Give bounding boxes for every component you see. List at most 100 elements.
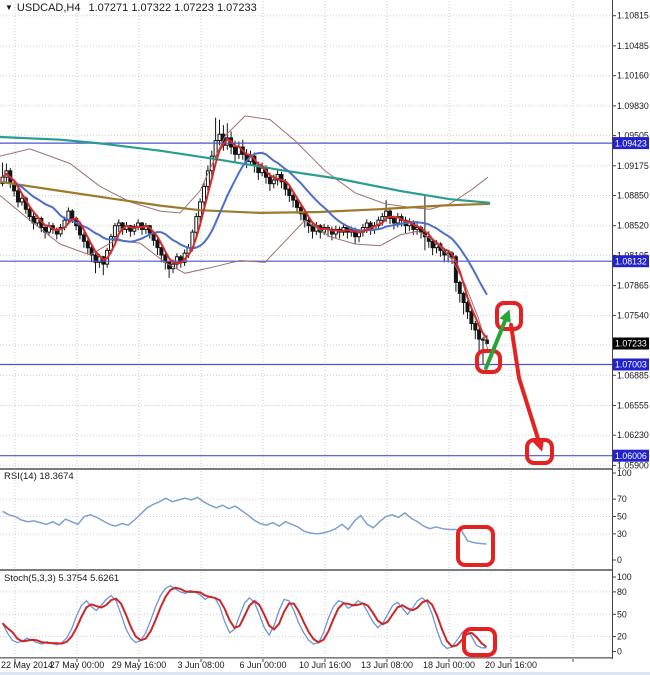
price-tag-label: 1.07003 — [615, 360, 647, 370]
candle-body — [116, 222, 121, 227]
rsi-oversold-box[interactable] — [456, 525, 495, 567]
candle-body — [457, 281, 462, 294]
stoch-oversold-box[interactable] — [462, 627, 497, 657]
candle-body — [233, 146, 237, 155]
stoch-value: 5.3754 5.6261 — [58, 573, 120, 584]
candle-body — [364, 222, 369, 229]
price-axis: 1.10815 1.10485 1.10160 1.09830 1.09505 1.091… — [612, 11, 649, 657]
candle-body — [58, 227, 63, 235]
chart-title: ▼ USDCAD,H4 1.07271 1.07322 1.07223 1.0723… — [5, 2, 257, 14]
stoch-axis-label: 0 — [617, 647, 622, 657]
candle-body — [295, 199, 299, 208]
time-axis-label: 20 Jun 16:00 — [485, 660, 537, 670]
main-panel-border — [0, 468, 613, 470]
price-axis-label: 1.07540 — [617, 310, 649, 320]
price-tag-label: 1.07233 — [615, 339, 647, 349]
slow-ma-line — [0, 135, 491, 204]
candle-body — [89, 247, 94, 256]
price-tag-label: 1.08132 — [615, 256, 647, 266]
stoch-panel-border — [0, 657, 613, 659]
window-bottom-edge — [0, 672, 650, 675]
candle-body — [271, 179, 276, 185]
candle-body — [434, 243, 439, 249]
candle-body — [155, 239, 160, 249]
candle-body — [78, 225, 82, 236]
bollinger-upper-band — [0, 115, 489, 214]
price-tag-bg — [613, 449, 649, 462]
grid-lines — [0, 1, 612, 656]
candle-body — [202, 185, 206, 203]
candle-body — [16, 190, 20, 203]
candle-body — [469, 311, 474, 325]
candle-body — [310, 225, 315, 232]
candle-body — [35, 217, 40, 224]
candle-body — [287, 188, 292, 197]
price-tag-bg — [613, 137, 649, 150]
time-axis-label: 18 Jun 00:00 — [423, 660, 475, 670]
stoch-d-line — [1, 586, 488, 648]
price-tag-bg — [613, 358, 649, 371]
rsi-line — [2, 496, 487, 545]
candle-body — [481, 338, 485, 341]
candle-body — [70, 210, 75, 219]
price-axis-label: 1.06555 — [617, 401, 649, 411]
time-axis-label: 3 Jun 08:00 — [177, 660, 224, 670]
time-axis-label: 13 Jun 08:00 — [361, 660, 413, 670]
sell-down-arrow-head[interactable] — [532, 438, 545, 452]
price-axis-label: 1.08850 — [617, 191, 649, 201]
rsi-name: RSI(14) — [4, 471, 37, 482]
rsi-axis-label: 100 — [617, 468, 632, 478]
candle-body — [209, 155, 214, 172]
long-ma-line — [0, 180, 491, 215]
candle-body — [465, 302, 470, 313]
stoch-k-line — [1, 585, 487, 650]
candle-body — [217, 133, 222, 142]
price-axis-label: 1.06230 — [617, 430, 649, 440]
candle-body — [473, 323, 478, 331]
candle-body — [85, 240, 90, 249]
time-axis-label: 27 May 00:00 — [50, 660, 105, 670]
price-axis-label: 1.10485 — [617, 41, 649, 51]
symbol-dropdown-icon[interactable]: ▼ — [5, 3, 13, 12]
rsi-indicator-label: RSI(14) 18.3674 — [4, 471, 74, 482]
rsi-axis-label: 0 — [617, 555, 622, 565]
candle-body — [384, 210, 389, 218]
rsi-axis-label: 50 — [617, 512, 627, 522]
price-tag-label: 1.06006 — [615, 451, 647, 461]
fast-ma-line — [1, 138, 488, 339]
candle-body — [112, 225, 117, 238]
price-axis-label: 1.10815 — [617, 11, 649, 21]
price-axis-label: 1.05900 — [617, 460, 649, 470]
current-low-box[interactable] — [475, 349, 502, 374]
stoch-axis-label: 80 — [617, 587, 627, 597]
candle-body — [298, 206, 303, 215]
price-axis-label: 1.09830 — [617, 101, 649, 111]
pullback-up-arrow[interactable] — [484, 314, 509, 370]
price-axis-label: 1.07865 — [617, 281, 649, 291]
price-tag-bg — [613, 337, 649, 350]
candle-body — [19, 197, 24, 203]
candlesticks — [0, 117, 489, 365]
stoch-axis-label: 100 — [617, 572, 632, 582]
candle-body — [302, 213, 307, 221]
stoch-axis-label: 50 — [617, 609, 627, 619]
price-tag-label: 1.09423 — [615, 138, 647, 148]
bollinger-lower-band — [0, 195, 489, 351]
stoch-indicator-label: Stoch(5,3,3) 5.3754 5.6261 — [4, 573, 119, 584]
stoch-name: Stoch(5,3,3) — [4, 573, 56, 584]
candle-body — [194, 216, 199, 233]
time-axis-label: 22 May 2014 — [1, 660, 53, 670]
candle-body — [415, 227, 420, 230]
candle-body — [81, 234, 86, 242]
time-axis-label: 29 May 16:00 — [112, 660, 167, 670]
pullback-target-box[interactable] — [495, 301, 523, 331]
candle-body — [174, 256, 179, 265]
analyst-annotations[interactable] — [456, 301, 554, 657]
candle-body — [380, 216, 385, 221]
sell-down-arrow[interactable] — [509, 323, 542, 447]
candle-body — [159, 247, 164, 256]
pullback-up-arrow-head[interactable] — [499, 309, 511, 323]
candle-body — [260, 167, 265, 174]
rsi-axis-label: 70 — [617, 494, 627, 504]
